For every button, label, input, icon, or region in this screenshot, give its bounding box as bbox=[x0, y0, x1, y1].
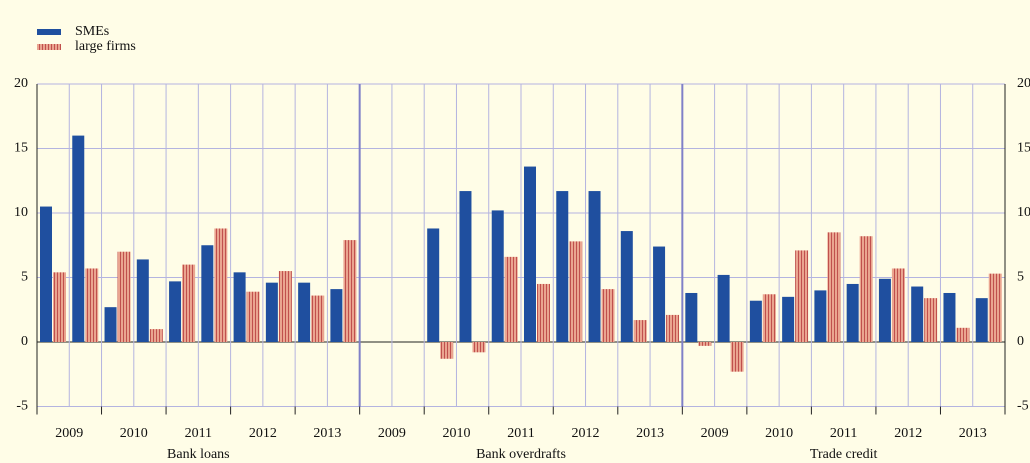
year-label: 2010 bbox=[442, 426, 470, 441]
bar bbox=[924, 298, 938, 342]
bar bbox=[653, 246, 666, 342]
bar bbox=[620, 231, 633, 342]
year-label: 2011 bbox=[507, 426, 534, 441]
bar bbox=[956, 327, 970, 342]
y-tick-label-right: 20 bbox=[1017, 76, 1030, 91]
year-label: 2010 bbox=[765, 426, 793, 441]
bar bbox=[330, 289, 343, 342]
bar bbox=[246, 291, 260, 342]
bar bbox=[556, 191, 569, 342]
bar bbox=[524, 166, 536, 342]
bar bbox=[311, 295, 325, 342]
year-label: 2012 bbox=[572, 426, 600, 441]
y-tick-label-right: 10 bbox=[1017, 205, 1030, 220]
bar bbox=[911, 286, 924, 342]
legend-label: large firms bbox=[75, 39, 136, 54]
bar bbox=[717, 274, 730, 342]
bar bbox=[169, 281, 182, 342]
bar bbox=[698, 342, 712, 346]
year-label: 2009 bbox=[378, 426, 406, 441]
year-label: 2013 bbox=[959, 426, 987, 441]
bar bbox=[40, 206, 52, 342]
bar bbox=[201, 245, 214, 342]
year-label: 2013 bbox=[636, 426, 664, 441]
bar bbox=[104, 307, 117, 342]
bar bbox=[782, 296, 795, 342]
bar bbox=[72, 135, 85, 342]
bar bbox=[795, 250, 809, 342]
bar bbox=[666, 314, 680, 342]
bar bbox=[749, 300, 762, 342]
bar bbox=[891, 268, 905, 342]
legend-swatch bbox=[37, 29, 61, 35]
bar bbox=[117, 251, 131, 342]
year-label: 2011 bbox=[830, 426, 857, 441]
y-tick-label-right: 5 bbox=[1017, 270, 1024, 285]
y-tick-label: 5 bbox=[21, 270, 28, 285]
bar bbox=[427, 228, 440, 342]
y-tick-label-right: 0 bbox=[1017, 334, 1024, 349]
year-label: 2009 bbox=[55, 426, 83, 441]
bar bbox=[846, 283, 859, 342]
y-tick-label: 15 bbox=[14, 141, 28, 156]
bar bbox=[278, 271, 292, 342]
y-tick-label: 20 bbox=[14, 76, 28, 91]
year-label: 2013 bbox=[313, 426, 341, 441]
bar bbox=[491, 210, 504, 342]
bar bbox=[537, 283, 550, 342]
bar bbox=[343, 240, 357, 342]
bar bbox=[633, 320, 647, 342]
bar bbox=[569, 241, 583, 342]
year-label: 2012 bbox=[249, 426, 277, 441]
y-tick-label: -5 bbox=[16, 399, 28, 414]
y-tick-label-right: 15 bbox=[1017, 141, 1030, 156]
bar bbox=[265, 282, 278, 342]
year-label: 2012 bbox=[894, 426, 922, 441]
bar bbox=[440, 342, 454, 359]
bar bbox=[214, 228, 228, 342]
bar bbox=[827, 232, 841, 342]
group-label: Trade credit bbox=[810, 447, 878, 462]
bar bbox=[85, 268, 99, 342]
y-tick-label: 10 bbox=[14, 205, 28, 220]
y-tick-label: 0 bbox=[21, 334, 28, 349]
y-tick-label-right: -5 bbox=[1017, 399, 1029, 414]
year-label: 2011 bbox=[185, 426, 212, 441]
bar bbox=[878, 278, 891, 342]
bar bbox=[504, 256, 518, 342]
legend-label: SMEs bbox=[75, 24, 109, 39]
bar bbox=[988, 273, 1002, 342]
bar bbox=[859, 236, 873, 342]
bar bbox=[762, 294, 776, 342]
year-label: 2010 bbox=[120, 426, 148, 441]
bar bbox=[136, 259, 149, 342]
year-label: 2009 bbox=[701, 426, 729, 441]
group-label: Bank loans bbox=[167, 447, 230, 462]
bar bbox=[472, 342, 486, 353]
bar bbox=[730, 342, 744, 372]
bar bbox=[975, 298, 988, 342]
bar bbox=[814, 290, 827, 342]
legend-swatch bbox=[37, 44, 61, 50]
bar bbox=[298, 282, 311, 342]
bar bbox=[53, 272, 66, 342]
bar bbox=[149, 329, 163, 342]
bar bbox=[233, 272, 246, 342]
bar bbox=[588, 191, 601, 342]
bar bbox=[943, 292, 956, 342]
group-label: Bank overdrafts bbox=[476, 447, 566, 462]
bar bbox=[459, 191, 472, 342]
bar bbox=[601, 289, 615, 342]
bar bbox=[685, 292, 698, 342]
bar bbox=[182, 264, 196, 342]
